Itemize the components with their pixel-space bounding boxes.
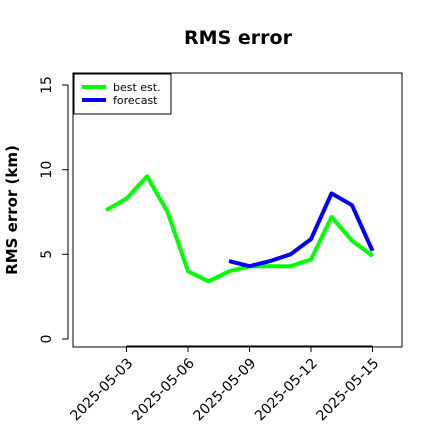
chart-title: RMS error (184, 27, 293, 49)
axes: 0510152025-05-032025-05-062025-05-092025… (39, 76, 382, 424)
y-tick-label: 10 (39, 161, 55, 179)
y-axis-label: RMS error (km) (3, 145, 21, 275)
x-tick-label: 2025-05-09 (190, 356, 259, 425)
y-tick-label: 0 (39, 335, 55, 344)
x-tick-label: 2025-05-15 (313, 356, 382, 425)
y-tick-label: 5 (39, 250, 55, 259)
legend-label: forecast (113, 94, 158, 107)
y-tick-label: 15 (39, 76, 55, 94)
x-tick-label: 2025-05-06 (129, 355, 198, 424)
x-tick-label: 2025-05-12 (252, 356, 321, 425)
series-line-best-est (105, 174, 374, 284)
plot-area-frame (72, 72, 403, 348)
series-layer (105, 174, 375, 284)
series-line-forecast (228, 191, 375, 269)
legend-label: best est. (113, 81, 161, 94)
legend-box (73, 73, 172, 115)
x-tick-label: 2025-05-03 (67, 356, 136, 425)
legend: best est.forecast (73, 73, 172, 115)
